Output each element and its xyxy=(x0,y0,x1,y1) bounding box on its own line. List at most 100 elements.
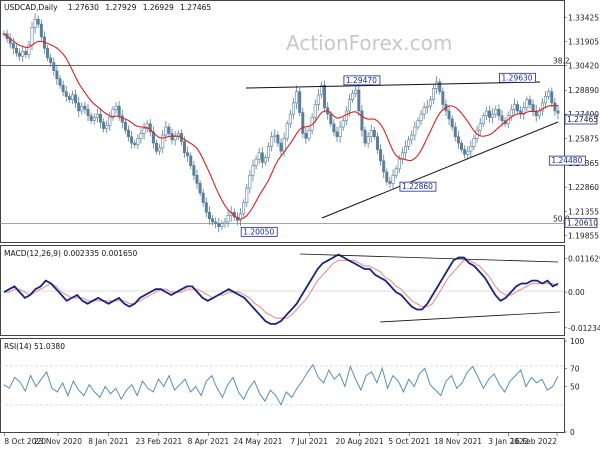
candle-body xyxy=(226,215,230,223)
candle-body xyxy=(438,81,442,92)
candle-body xyxy=(466,150,470,155)
candle-body xyxy=(385,171,389,182)
candle-body xyxy=(77,102,81,112)
candle-body xyxy=(525,99,529,109)
candle-body xyxy=(123,121,127,131)
upper-trendline xyxy=(245,81,541,89)
candle-body xyxy=(86,109,90,117)
candle-body xyxy=(220,223,224,228)
current-price-label: 1.27465 xyxy=(564,114,598,125)
candle-body xyxy=(357,89,361,112)
candle-body xyxy=(332,123,336,133)
moving-average-line xyxy=(3,33,559,220)
candle-body xyxy=(335,131,339,137)
rsi-line xyxy=(3,363,559,406)
macd-header: MACD(12,26,9) 0.002335 0.001650 xyxy=(4,249,138,258)
candle-body xyxy=(102,121,106,129)
candle-body xyxy=(74,94,78,104)
candle-body xyxy=(58,78,62,86)
rsi-tick-label: 50 xyxy=(570,383,580,392)
date-tick-label: 24 May 2021 xyxy=(234,437,283,446)
rsi-tick-label: 70 xyxy=(570,364,580,373)
candle-body xyxy=(201,192,205,203)
candle-body xyxy=(276,134,280,144)
annotation-box xyxy=(499,72,536,83)
price-tick-label: 1.21355 xyxy=(568,207,599,216)
price-tick-label: 1.28890 xyxy=(568,86,599,95)
macd-lower-trendline xyxy=(379,311,561,323)
candle-body xyxy=(388,181,392,184)
price-tick-label: 1.25875 xyxy=(568,135,599,144)
candle-body xyxy=(164,126,168,136)
candle-body xyxy=(351,92,355,100)
candle-body xyxy=(105,125,109,129)
candle-body xyxy=(512,104,516,110)
date-tick-label: 3 Jan 2022 xyxy=(488,437,528,446)
price-tick-label: 1.30420 xyxy=(568,62,599,71)
candle-body xyxy=(500,115,504,121)
candle-body xyxy=(428,99,432,107)
candle-body xyxy=(18,52,22,57)
candle-body xyxy=(49,57,53,63)
candle-body xyxy=(416,120,420,128)
annotation-box xyxy=(240,226,278,237)
macd-tick-label: 0.00 xyxy=(568,288,585,297)
candle-body xyxy=(432,88,436,100)
annotation-label: 1.22860 xyxy=(402,182,433,191)
candle-body xyxy=(98,113,102,123)
price-tick-label: 1.33425 xyxy=(568,13,599,22)
candle-body xyxy=(550,91,554,104)
candle-body xyxy=(126,129,130,137)
candle-body xyxy=(463,149,467,155)
candle-body xyxy=(195,174,199,184)
candle-body xyxy=(24,51,28,55)
candle-body xyxy=(403,146,407,154)
candle-body xyxy=(142,128,146,134)
candle-body xyxy=(80,105,84,112)
date-tick-label: 20 Aug 2021 xyxy=(336,437,384,446)
candle-body xyxy=(540,102,544,112)
candle-body xyxy=(447,110,451,120)
candle-body xyxy=(319,84,323,96)
candle-body xyxy=(270,136,274,147)
candle-body xyxy=(301,112,305,134)
candle-body xyxy=(338,126,342,137)
annotation-box xyxy=(548,155,586,166)
candle-body xyxy=(39,23,43,38)
fib-value-label: 1.20610 xyxy=(567,218,598,227)
candle-body xyxy=(288,113,292,125)
candle-body xyxy=(472,137,476,147)
candle-body xyxy=(366,136,370,144)
macd-panel-frame xyxy=(0,245,565,336)
candle-body xyxy=(509,109,513,117)
candle-body xyxy=(55,70,59,80)
price-header: USDCAD,Daily 1.27630 1.27929 1.26929 1.2… xyxy=(4,3,211,12)
candle-body xyxy=(186,152,190,157)
candle-body xyxy=(413,126,417,136)
date-tick-label: 8 Jan 2021 xyxy=(88,437,128,446)
annotation-box xyxy=(399,181,437,192)
candle-body xyxy=(391,174,395,184)
candle-body xyxy=(329,113,333,125)
candle-body xyxy=(27,44,31,55)
candle-body xyxy=(553,102,557,112)
candle-body xyxy=(316,94,320,105)
candle-body xyxy=(298,91,302,113)
candle-body xyxy=(497,109,501,117)
candle-body xyxy=(491,113,495,118)
candle-body xyxy=(139,133,143,139)
candle-body xyxy=(251,165,255,176)
candle-body xyxy=(189,155,193,166)
candle-body xyxy=(145,123,149,129)
candle-body xyxy=(279,142,283,152)
candle-body xyxy=(148,123,152,133)
candle-body xyxy=(204,202,208,213)
candle-body xyxy=(547,91,551,97)
candle-body xyxy=(14,47,18,54)
candle-body xyxy=(192,165,196,176)
price-tick-label: 1.22860 xyxy=(568,183,599,192)
fib-levels: 38.2 50.01.20610 xyxy=(0,57,598,228)
candle-body xyxy=(460,142,464,150)
candle-body xyxy=(217,223,221,228)
